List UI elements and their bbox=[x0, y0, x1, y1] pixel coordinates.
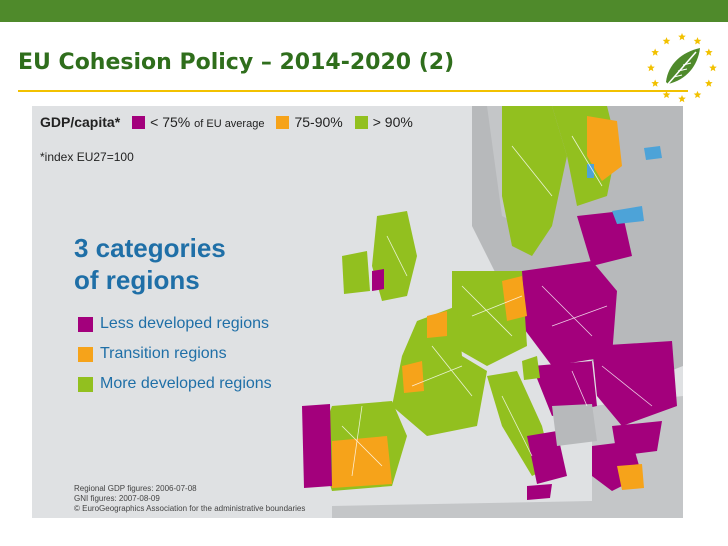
top-banner bbox=[0, 0, 728, 22]
eu-regions-map: GDP/capita* < 75% of EU average 75-90% >… bbox=[32, 106, 683, 518]
logo-star bbox=[693, 90, 702, 99]
footnote-gdp: Regional GDP figures: 2006-07-08 bbox=[74, 484, 197, 493]
categories-heading-line2: of regions bbox=[74, 265, 200, 295]
region-ireland bbox=[342, 251, 370, 294]
category-more-developed: More developed regions bbox=[78, 369, 272, 399]
logo-star bbox=[709, 64, 717, 72]
logo-star bbox=[678, 33, 686, 41]
logo-star bbox=[647, 64, 655, 72]
map-canvas bbox=[302, 106, 683, 518]
region-sicily bbox=[527, 484, 552, 500]
region-wales bbox=[372, 269, 384, 291]
legend-swatch-low bbox=[132, 115, 146, 129]
slide-title: EU Cohesion Policy – 2014-2020 (2) bbox=[18, 50, 455, 75]
legend-title: GDP/capita* bbox=[40, 114, 121, 130]
region-romania bbox=[592, 341, 677, 426]
logo-star bbox=[651, 79, 659, 87]
region-baltics bbox=[577, 211, 632, 266]
non-eu-land-balkans bbox=[552, 404, 597, 446]
region-germany-east bbox=[502, 276, 527, 321]
region-france bbox=[392, 306, 487, 436]
region-sweden bbox=[502, 106, 567, 256]
footnote-gni: GNI figures: 2007-08-09 bbox=[74, 494, 160, 503]
category-label-less-developed: Less developed regions bbox=[100, 315, 270, 332]
legend-swatch-mid bbox=[276, 115, 290, 129]
eu-stars-leaf-icon bbox=[647, 33, 717, 103]
logo-star bbox=[662, 37, 671, 45]
map-legend: GDP/capita* < 75% of EU average 75-90% >… bbox=[40, 114, 419, 130]
legend-swatch-high bbox=[354, 115, 368, 129]
category-swatch-more-developed bbox=[78, 376, 93, 392]
region-france-north bbox=[427, 311, 447, 338]
legend-label-high: > 90% bbox=[372, 114, 413, 130]
logo-star bbox=[705, 48, 713, 56]
lake-onega bbox=[644, 146, 662, 160]
category-less-developed: Less developed regions bbox=[78, 309, 272, 339]
region-greece-transition bbox=[617, 464, 644, 490]
category-label-more-developed: More developed regions bbox=[100, 375, 272, 392]
region-austria bbox=[522, 356, 540, 380]
category-swatch-transition bbox=[78, 346, 93, 362]
non-eu-land-africa bbox=[332, 501, 592, 518]
lake-ladoga bbox=[612, 206, 644, 224]
logo-star bbox=[651, 48, 659, 56]
lake-finland bbox=[587, 164, 594, 178]
legend-label-low: < 75% of EU average bbox=[150, 114, 265, 130]
legend-label-low-suffix: of EU average bbox=[194, 118, 265, 130]
legend-label-mid: 75-90% bbox=[294, 114, 343, 130]
logo-star bbox=[662, 90, 671, 99]
index-note: *index EU27=100 bbox=[40, 150, 134, 164]
categories-heading-line1: 3 categories bbox=[74, 233, 226, 263]
category-transition: Transition regions bbox=[78, 339, 272, 369]
category-label-transition: Transition regions bbox=[100, 345, 227, 362]
region-spain-south bbox=[332, 436, 392, 488]
category-swatch-less-developed bbox=[78, 316, 93, 332]
logo-star bbox=[678, 95, 686, 103]
footnote-copyright: © EuroGeographics Association for the ad… bbox=[74, 504, 306, 513]
region-portugal bbox=[302, 404, 332, 488]
region-finland-east bbox=[587, 116, 622, 181]
map-footnotes: Regional GDP figures: 2006-07-08 GNI fig… bbox=[74, 484, 305, 514]
region-hungary bbox=[532, 361, 597, 416]
categories-heading: 3 categories of regions bbox=[74, 232, 274, 296]
region-france-west bbox=[402, 361, 424, 393]
title-underline bbox=[18, 90, 688, 92]
logo-star bbox=[693, 37, 702, 45]
logo-star bbox=[705, 79, 713, 87]
category-list: Less developed regions Transition region… bbox=[78, 309, 272, 399]
